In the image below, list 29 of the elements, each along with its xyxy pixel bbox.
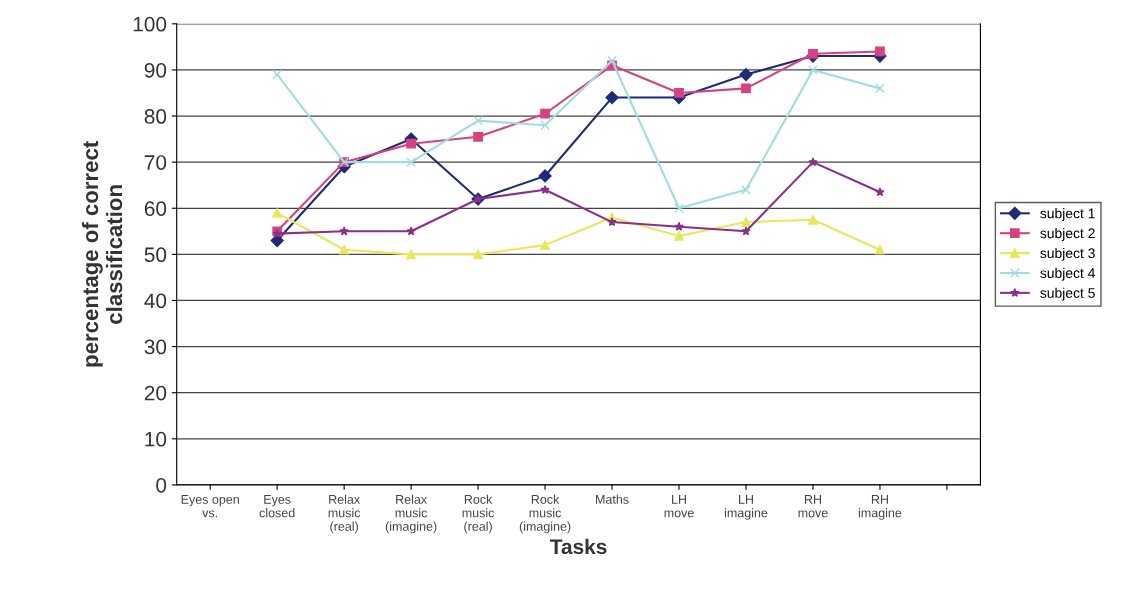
x-tick-label: Relax music (real) [328,494,361,534]
y-tick-label: 80 [144,109,167,124]
legend-label: subject 2 [1040,228,1095,241]
y-tick-label: 60 [144,201,167,216]
legend-label: subject 5 [1040,287,1095,301]
x-axis-title: Tasks [550,538,607,555]
x-tick-label: Relax music (imagine) [385,494,437,534]
y-tick-label: 50 [144,247,167,263]
y-tick-label: 20 [144,385,167,401]
y-tick-label: 30 [144,339,167,355]
x-tick-label: LH imagine [724,495,768,520]
legend-label: subject 3 [1040,247,1095,261]
legend-label: subject 1 [1040,208,1095,222]
y-tick-label: 90 [144,62,167,78]
y-tick-label: 70 [144,155,167,170]
x-tick-label: Eyes closed [259,495,295,518]
x-tick-label: RH imagine [858,495,902,520]
y-tick-label: 40 [144,293,167,309]
x-tick-label: Maths [596,494,629,504]
x-tick-label: Rock music (real) [462,494,495,534]
y-tick-label: 0 [156,477,167,493]
legend-label: subject 4 [1040,267,1096,281]
y-tick-label: 100 [133,16,167,32]
x-tick-label: RH move [798,495,828,518]
x-tick-label: LH move [664,495,694,518]
x-tick-label: Rock music (imagine) [519,494,571,534]
y-tick-label: 10 [145,431,167,447]
x-tick-label: Eyes open vs. [181,495,239,518]
y-axis-title: percentage of correct classification [81,141,123,367]
